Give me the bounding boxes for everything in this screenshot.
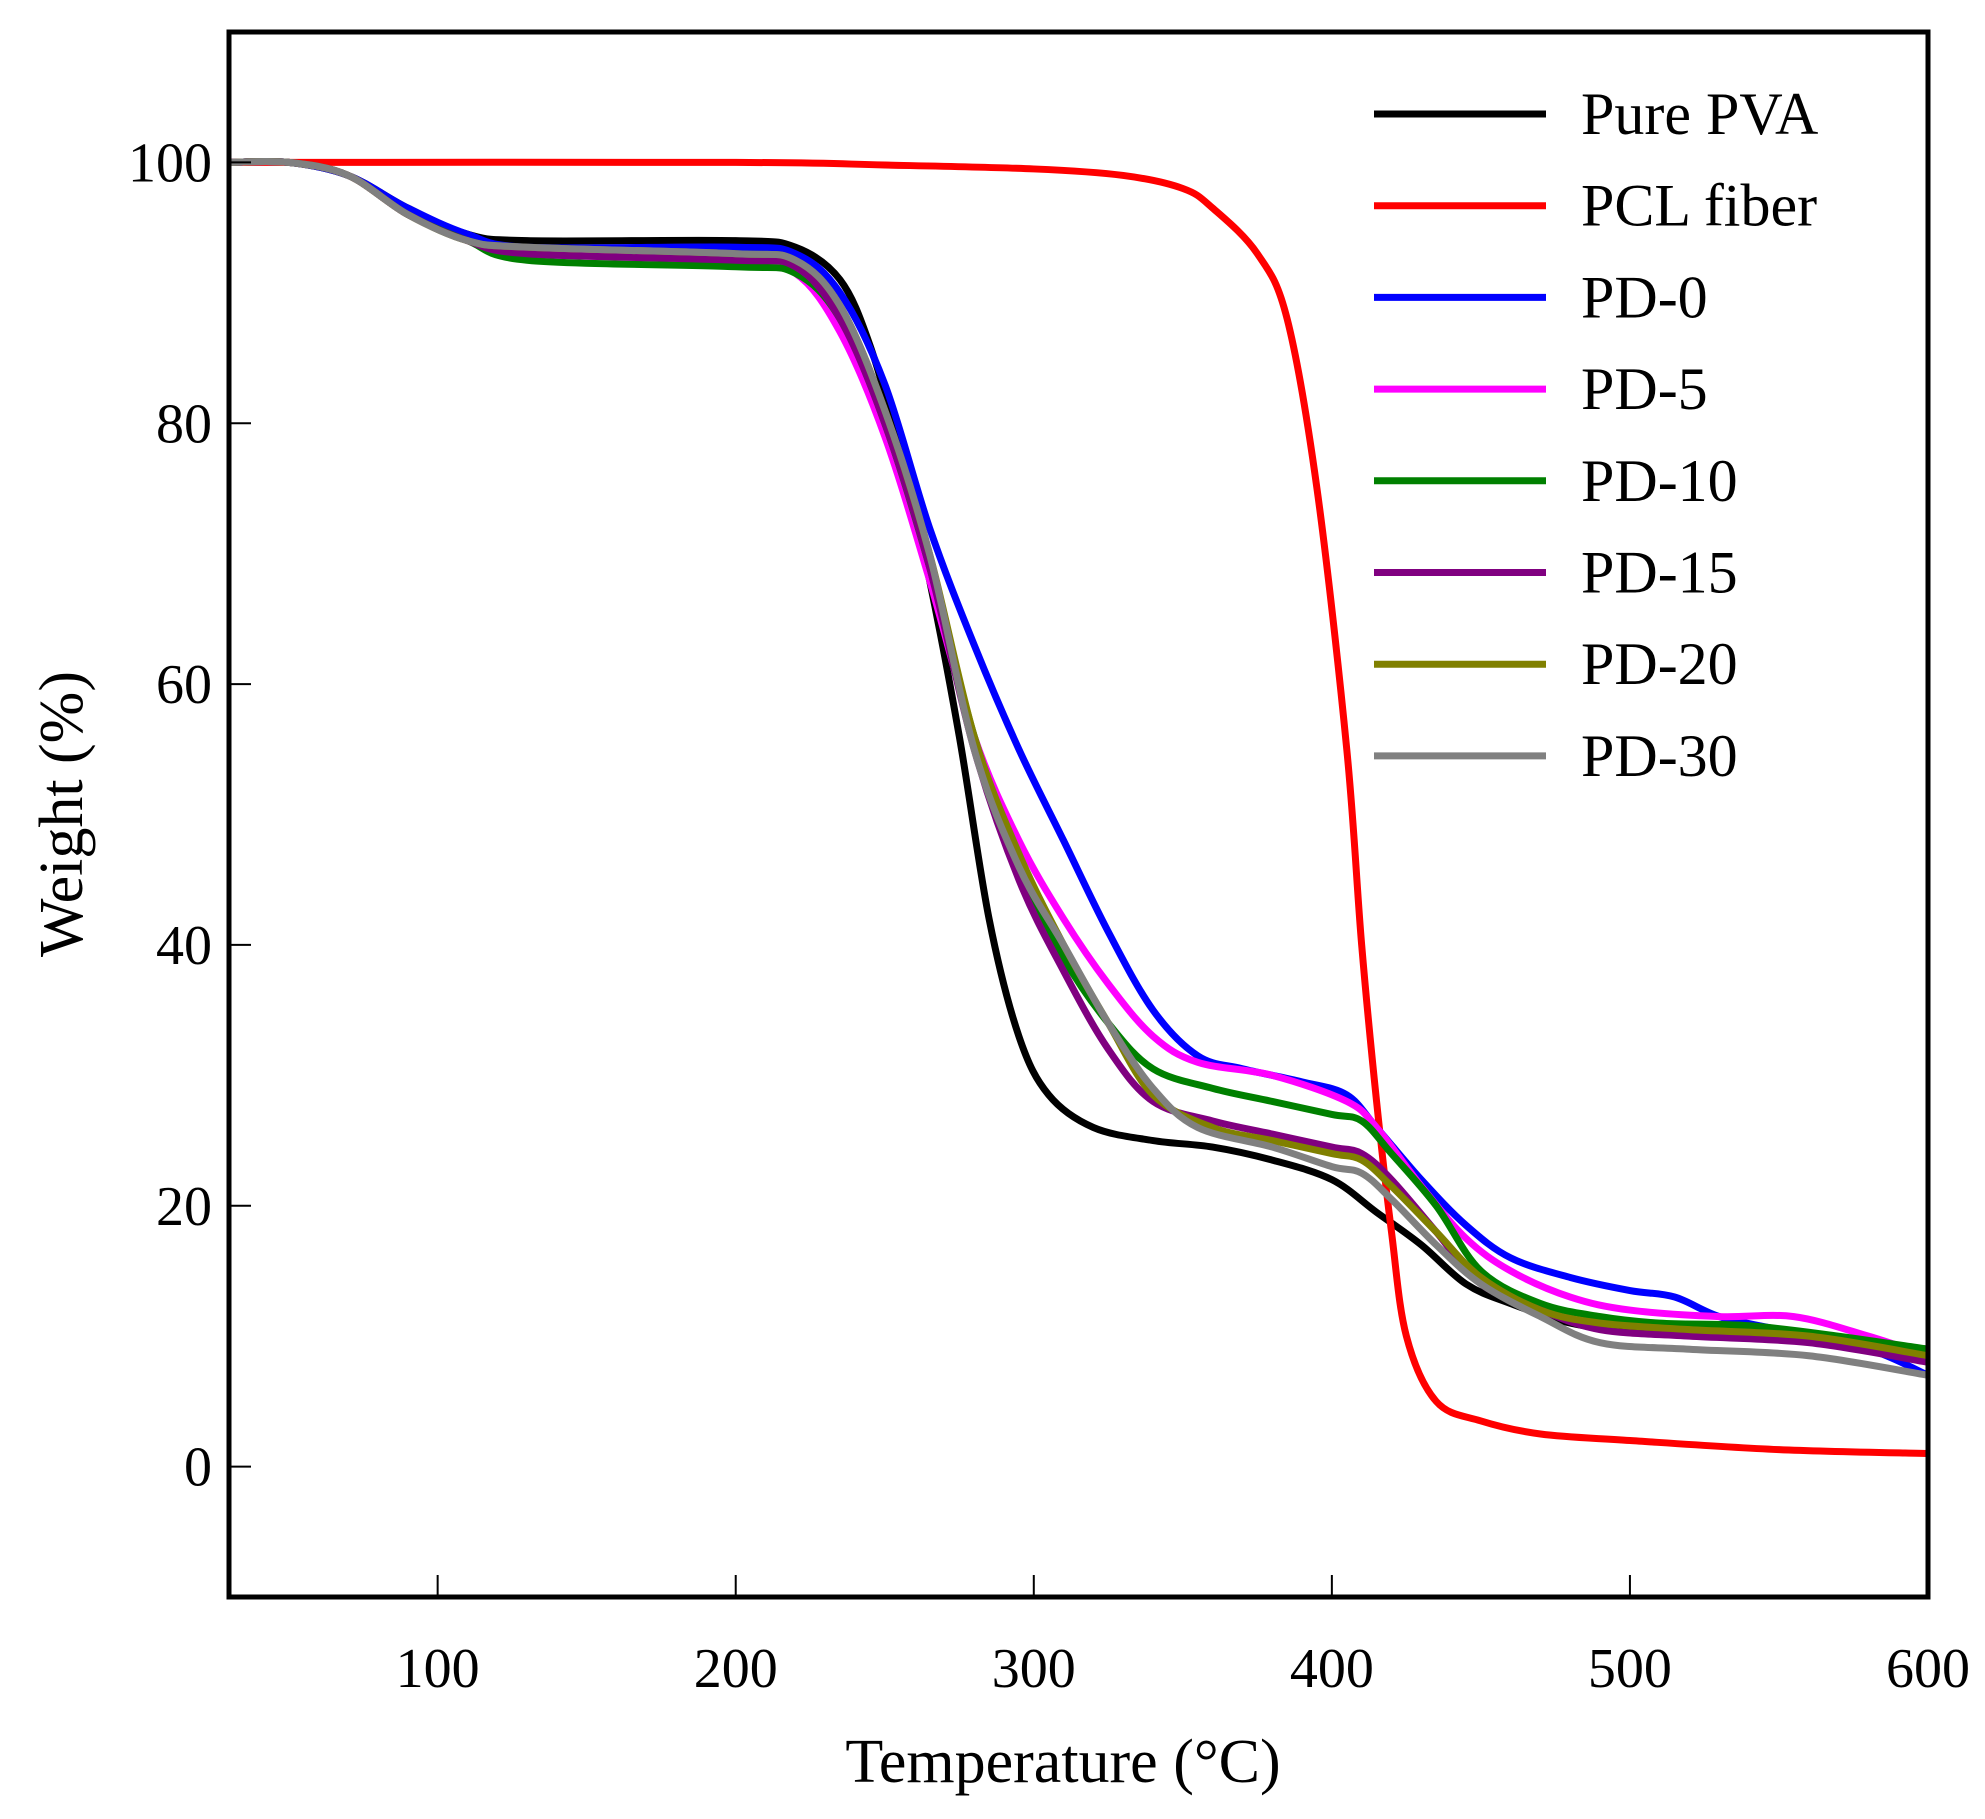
y-tick-label: 0 [184, 1437, 212, 1499]
legend: Pure PVA PCL fiber PD-0 PD-5 PD-10 PD-15 PD-20… [1374, 81, 1818, 789]
y-tick-label: 60 [156, 654, 212, 716]
series-line-pure-pva [229, 157, 1928, 1353]
series-line-pd-30 [229, 157, 1928, 1379]
legend-label: PCL fiber [1581, 173, 1817, 239]
x-axis: 100 200 300 400 500 600 [396, 1575, 1970, 1700]
series-curves [229, 157, 1928, 1458]
x-tick-label: 600 [1886, 1638, 1970, 1700]
x-tick-label: 400 [1290, 1638, 1374, 1700]
legend-label: PD-0 [1581, 264, 1708, 330]
y-tick-label: 80 [156, 393, 212, 455]
y-tick-label: 40 [156, 915, 212, 977]
x-tick-label: 300 [992, 1638, 1076, 1700]
legend-label: PD-20 [1581, 631, 1738, 697]
legend-label: Pure PVA [1581, 81, 1818, 147]
legend-label: PD-30 [1581, 723, 1738, 789]
legend-label: PD-15 [1581, 540, 1738, 606]
x-tick-label: 500 [1588, 1638, 1672, 1700]
series-line-pd-10 [229, 157, 1928, 1353]
x-axis-title: Temperature (°C) [845, 1728, 1280, 1796]
y-axis-title: Weight (%) [28, 671, 96, 957]
x-tick-label: 100 [396, 1638, 480, 1700]
x-tick-label: 200 [694, 1638, 778, 1700]
legend-label: PD-10 [1581, 448, 1738, 514]
y-tick-label: 100 [128, 132, 212, 194]
y-axis: 0 20 40 60 80 100 [128, 132, 251, 1499]
plot-frame [226, 29, 1931, 1600]
legend-label: PD-5 [1581, 356, 1708, 422]
series-line-pcl-fiber [229, 158, 1928, 1458]
y-tick-label: 20 [156, 1176, 212, 1238]
